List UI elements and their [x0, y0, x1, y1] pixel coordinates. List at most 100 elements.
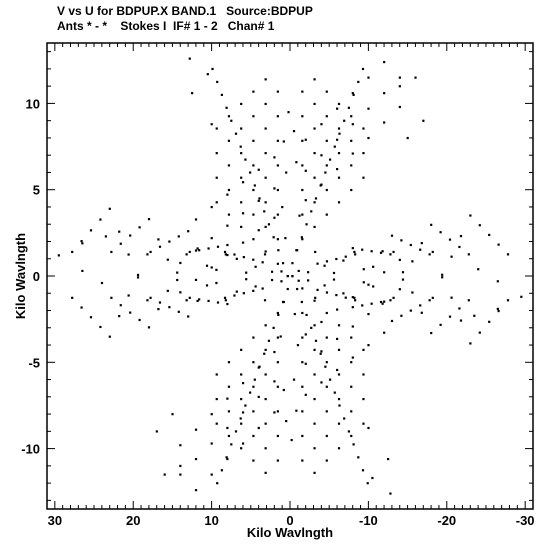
data-point: [273, 411, 276, 414]
data-point: [215, 397, 218, 401]
data-point: [210, 413, 213, 416]
data-point: [314, 296, 317, 299]
data-point: [336, 308, 339, 311]
data-point: [188, 296, 191, 299]
data-point: [210, 205, 213, 209]
data-point: [406, 136, 409, 140]
data-point: [301, 385, 304, 388]
data-point: [307, 279, 310, 282]
data-point: [252, 410, 255, 413]
data-point: [372, 265, 375, 268]
data-point: [179, 261, 182, 265]
data-point: [273, 187, 276, 190]
data-point: [108, 207, 111, 210]
data-point: [488, 320, 491, 323]
data-point: [448, 238, 452, 241]
data-point: [258, 197, 261, 200]
data-point: [263, 352, 266, 355]
data-point: [300, 300, 303, 304]
data-point: [350, 434, 353, 438]
data-point: [383, 331, 386, 334]
data-point: [313, 397, 316, 401]
data-point: [325, 90, 328, 93]
data-point: [301, 311, 304, 315]
data-point: [325, 459, 328, 462]
data-point: [478, 224, 481, 227]
data-point: [305, 313, 308, 317]
data-point: [361, 248, 364, 251]
data-point: [252, 238, 255, 241]
data-point: [158, 245, 162, 248]
data-point: [216, 301, 220, 304]
data-point: [325, 139, 328, 142]
data-point: [168, 240, 171, 243]
data-point: [230, 443, 233, 446]
data-point: [207, 299, 210, 303]
data-point: [351, 92, 354, 95]
data-point: [241, 411, 245, 414]
data-point: [338, 132, 341, 135]
data-point: [351, 247, 354, 250]
data-point: [344, 296, 347, 299]
data-point: [194, 249, 198, 252]
data-point: [252, 90, 255, 93]
data-point: [313, 176, 316, 179]
data-point: [301, 164, 304, 167]
data-point: [304, 169, 307, 172]
data-point: [263, 210, 266, 213]
data-point: [264, 176, 267, 179]
data-point: [293, 312, 296, 316]
data-point: [194, 428, 198, 431]
data-point: [205, 284, 209, 287]
data-point: [252, 188, 255, 192]
data-point: [227, 164, 231, 167]
data-point: [80, 306, 83, 309]
data-point: [179, 291, 182, 294]
data-point: [179, 444, 182, 447]
data-point: [383, 300, 386, 303]
data-point: [400, 314, 403, 317]
data-point: [351, 152, 354, 155]
data-point: [210, 237, 213, 240]
data-point: [313, 447, 316, 450]
data-point: [215, 268, 218, 271]
data-point: [264, 397, 267, 401]
data-point: [276, 188, 279, 192]
data-point: [336, 337, 339, 341]
data-point: [104, 235, 107, 238]
data-point: [325, 291, 329, 294]
data-point: [328, 378, 332, 381]
data-point: [428, 299, 431, 302]
data-point: [422, 119, 425, 122]
data-point: [257, 426, 260, 430]
data-point: [276, 434, 279, 438]
data-point: [301, 139, 304, 142]
data-point: [320, 350, 323, 353]
data-point: [264, 225, 267, 229]
data-point: [304, 362, 307, 365]
data-point: [276, 336, 279, 339]
data-point: [242, 256, 245, 259]
data-point: [333, 391, 336, 394]
data-point: [136, 276, 140, 279]
data-point: [215, 152, 218, 155]
data-point: [252, 336, 255, 339]
data-point: [187, 315, 190, 318]
data-point: [305, 223, 308, 226]
data-point: [354, 299, 357, 302]
data-point: [227, 213, 231, 216]
data-point: [506, 253, 510, 256]
data-point: [263, 253, 267, 256]
data-point: [210, 123, 213, 126]
data-point: [366, 482, 369, 485]
data-point: [337, 373, 341, 376]
data-point: [383, 121, 386, 124]
data-point: [188, 57, 191, 60]
data-point: [257, 395, 260, 399]
data-point: [240, 201, 243, 204]
data-point: [362, 348, 365, 351]
data-point: [379, 300, 383, 304]
data-point: [234, 132, 238, 135]
data-point: [325, 164, 328, 167]
data-point: [367, 76, 370, 79]
